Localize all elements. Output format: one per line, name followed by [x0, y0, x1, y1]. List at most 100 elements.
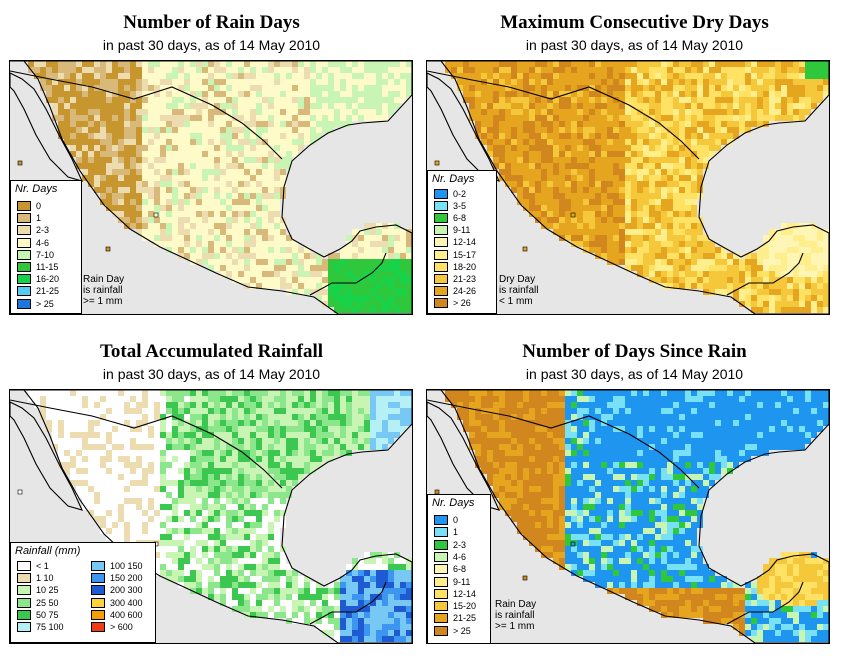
legend-label: > 25	[453, 625, 471, 636]
legend-max-dry-days: Nr. Days 0-2 3-5 6-8 9-11 12-14 15-17 18-20 21-…	[427, 170, 497, 314]
legend-label: 25 50	[36, 597, 59, 608]
us-border	[427, 70, 700, 160]
map-canvas	[427, 390, 829, 643]
land-layer	[17, 390, 412, 642]
legend-label: 3-5	[453, 201, 467, 212]
legend-label: 21-25	[36, 286, 60, 297]
legend-label: 2-3	[36, 225, 50, 236]
coastline	[427, 61, 829, 314]
guatemala-border	[726, 581, 804, 625]
legend-swatch	[434, 613, 448, 624]
legend-label: 6-8	[453, 564, 467, 575]
legend-label: 6-8	[453, 213, 467, 224]
legend-swatch	[434, 515, 448, 525]
panel-title: Total Accumulated Rainfall	[99, 341, 324, 362]
legend-swatch	[91, 585, 105, 596]
legend-swatch	[17, 573, 31, 584]
legend-label: 4-6	[453, 551, 467, 562]
legend-label: 200 300	[110, 585, 143, 596]
panel-subtitle: in past 30 days, as of 14 May 2010	[102, 37, 321, 53]
legend-label: 7-10	[36, 249, 55, 260]
legend-swatch	[434, 527, 448, 538]
us-border	[427, 399, 700, 489]
legend-label: 2-3	[453, 539, 467, 550]
us-border	[10, 70, 283, 160]
note-line-1: Rain Day	[83, 274, 125, 285]
panel-total-rainfall: Total Accumulated Rainfall in past 30 da…	[0, 329, 423, 658]
legend-label: 0	[36, 201, 42, 211]
legend-note: Rain Day is rainfall >= 1 mm	[83, 274, 124, 307]
legend-label: 12-14	[453, 588, 477, 599]
border-layer	[427, 390, 829, 643]
legend-swatch	[434, 588, 448, 599]
legend-swatch	[434, 576, 448, 587]
legend-swatch	[434, 539, 448, 550]
legend-swatch	[17, 201, 31, 211]
legend-label: 9-11	[453, 225, 471, 236]
panel-subtitle: in past 30 days, as of 14 May 2010	[102, 366, 321, 382]
legend-swatch	[434, 551, 448, 562]
map-canvas	[10, 390, 412, 643]
guatemala-border	[309, 581, 387, 625]
legend-label: 24-26	[453, 285, 477, 296]
panel-title: Maximum Consecutive Dry Days	[500, 12, 769, 33]
legend-swatch	[91, 573, 105, 584]
legend-label: 75 100	[36, 622, 64, 632]
legend-swatch	[434, 249, 448, 260]
legend-swatch	[434, 625, 448, 636]
note-line-2: is rainfall	[499, 285, 539, 296]
legend-label: > 26	[453, 297, 471, 308]
border-layer	[427, 61, 829, 314]
legend-label: 1 10	[36, 573, 54, 584]
gulf-of-california-coast	[10, 72, 83, 182]
legend-swatch	[17, 561, 31, 571]
guatemala-border	[309, 252, 387, 296]
legend-label: 1	[453, 527, 459, 538]
border-layer	[10, 61, 412, 314]
legend-swatch	[17, 286, 31, 297]
legend-swatch	[434, 201, 448, 212]
coastline	[427, 390, 829, 643]
map-canvas	[427, 61, 829, 314]
legend-swatch	[17, 262, 31, 272]
panel-days-since-rain: Number of Days Since Rain in past 30 day…	[423, 329, 846, 658]
legend-swatch	[17, 225, 31, 236]
note-line-2: is rainfall	[495, 610, 535, 621]
map-canvas	[10, 61, 412, 314]
legend-label: 10 25	[36, 585, 59, 596]
legend-label: 16-20	[36, 274, 60, 285]
legend-swatch	[17, 249, 31, 260]
legend-swatch	[17, 213, 31, 224]
legend-title: Rainfall (mm)	[15, 545, 81, 557]
note-line-3: >= 1 mm	[495, 621, 535, 632]
note-line-2: is rainfall	[83, 285, 123, 296]
coastline	[10, 390, 412, 643]
legend-swatch	[17, 585, 31, 596]
map-rain-days	[9, 60, 413, 315]
legend-label: 9-11	[453, 576, 471, 587]
legend-label: 18-20	[453, 261, 477, 272]
legend-swatch	[91, 597, 105, 608]
legend-note: Rain Day is rainfall >= 1 mm	[495, 599, 536, 632]
legend-swatch	[434, 273, 448, 284]
legend-swatch	[17, 274, 31, 285]
legend-label: 50 75	[36, 609, 59, 620]
legend-label: 12-14	[453, 237, 477, 248]
legend-label: > 600	[110, 622, 133, 632]
legend-label: 11-15	[36, 262, 59, 272]
gulf-of-california-coast	[10, 401, 83, 511]
note-line-1: Rain Day	[495, 599, 537, 610]
legend-swatch	[17, 609, 31, 620]
legend-swatch	[17, 237, 31, 248]
us-border	[10, 399, 283, 489]
legend-label: 150 200	[110, 573, 143, 584]
note-line-3: >= 1 mm	[83, 296, 123, 307]
panel-subtitle: in past 30 days, as of 14 May 2010	[525, 366, 744, 382]
legend-note: Dry Day is rainfall < 1 mm	[499, 274, 538, 307]
coastline	[10, 61, 412, 314]
land-layer	[17, 61, 412, 313]
legend-title: Nr. Days	[432, 173, 475, 185]
legend-swatch	[17, 622, 31, 632]
legend-title: Nr. Days	[15, 183, 58, 195]
